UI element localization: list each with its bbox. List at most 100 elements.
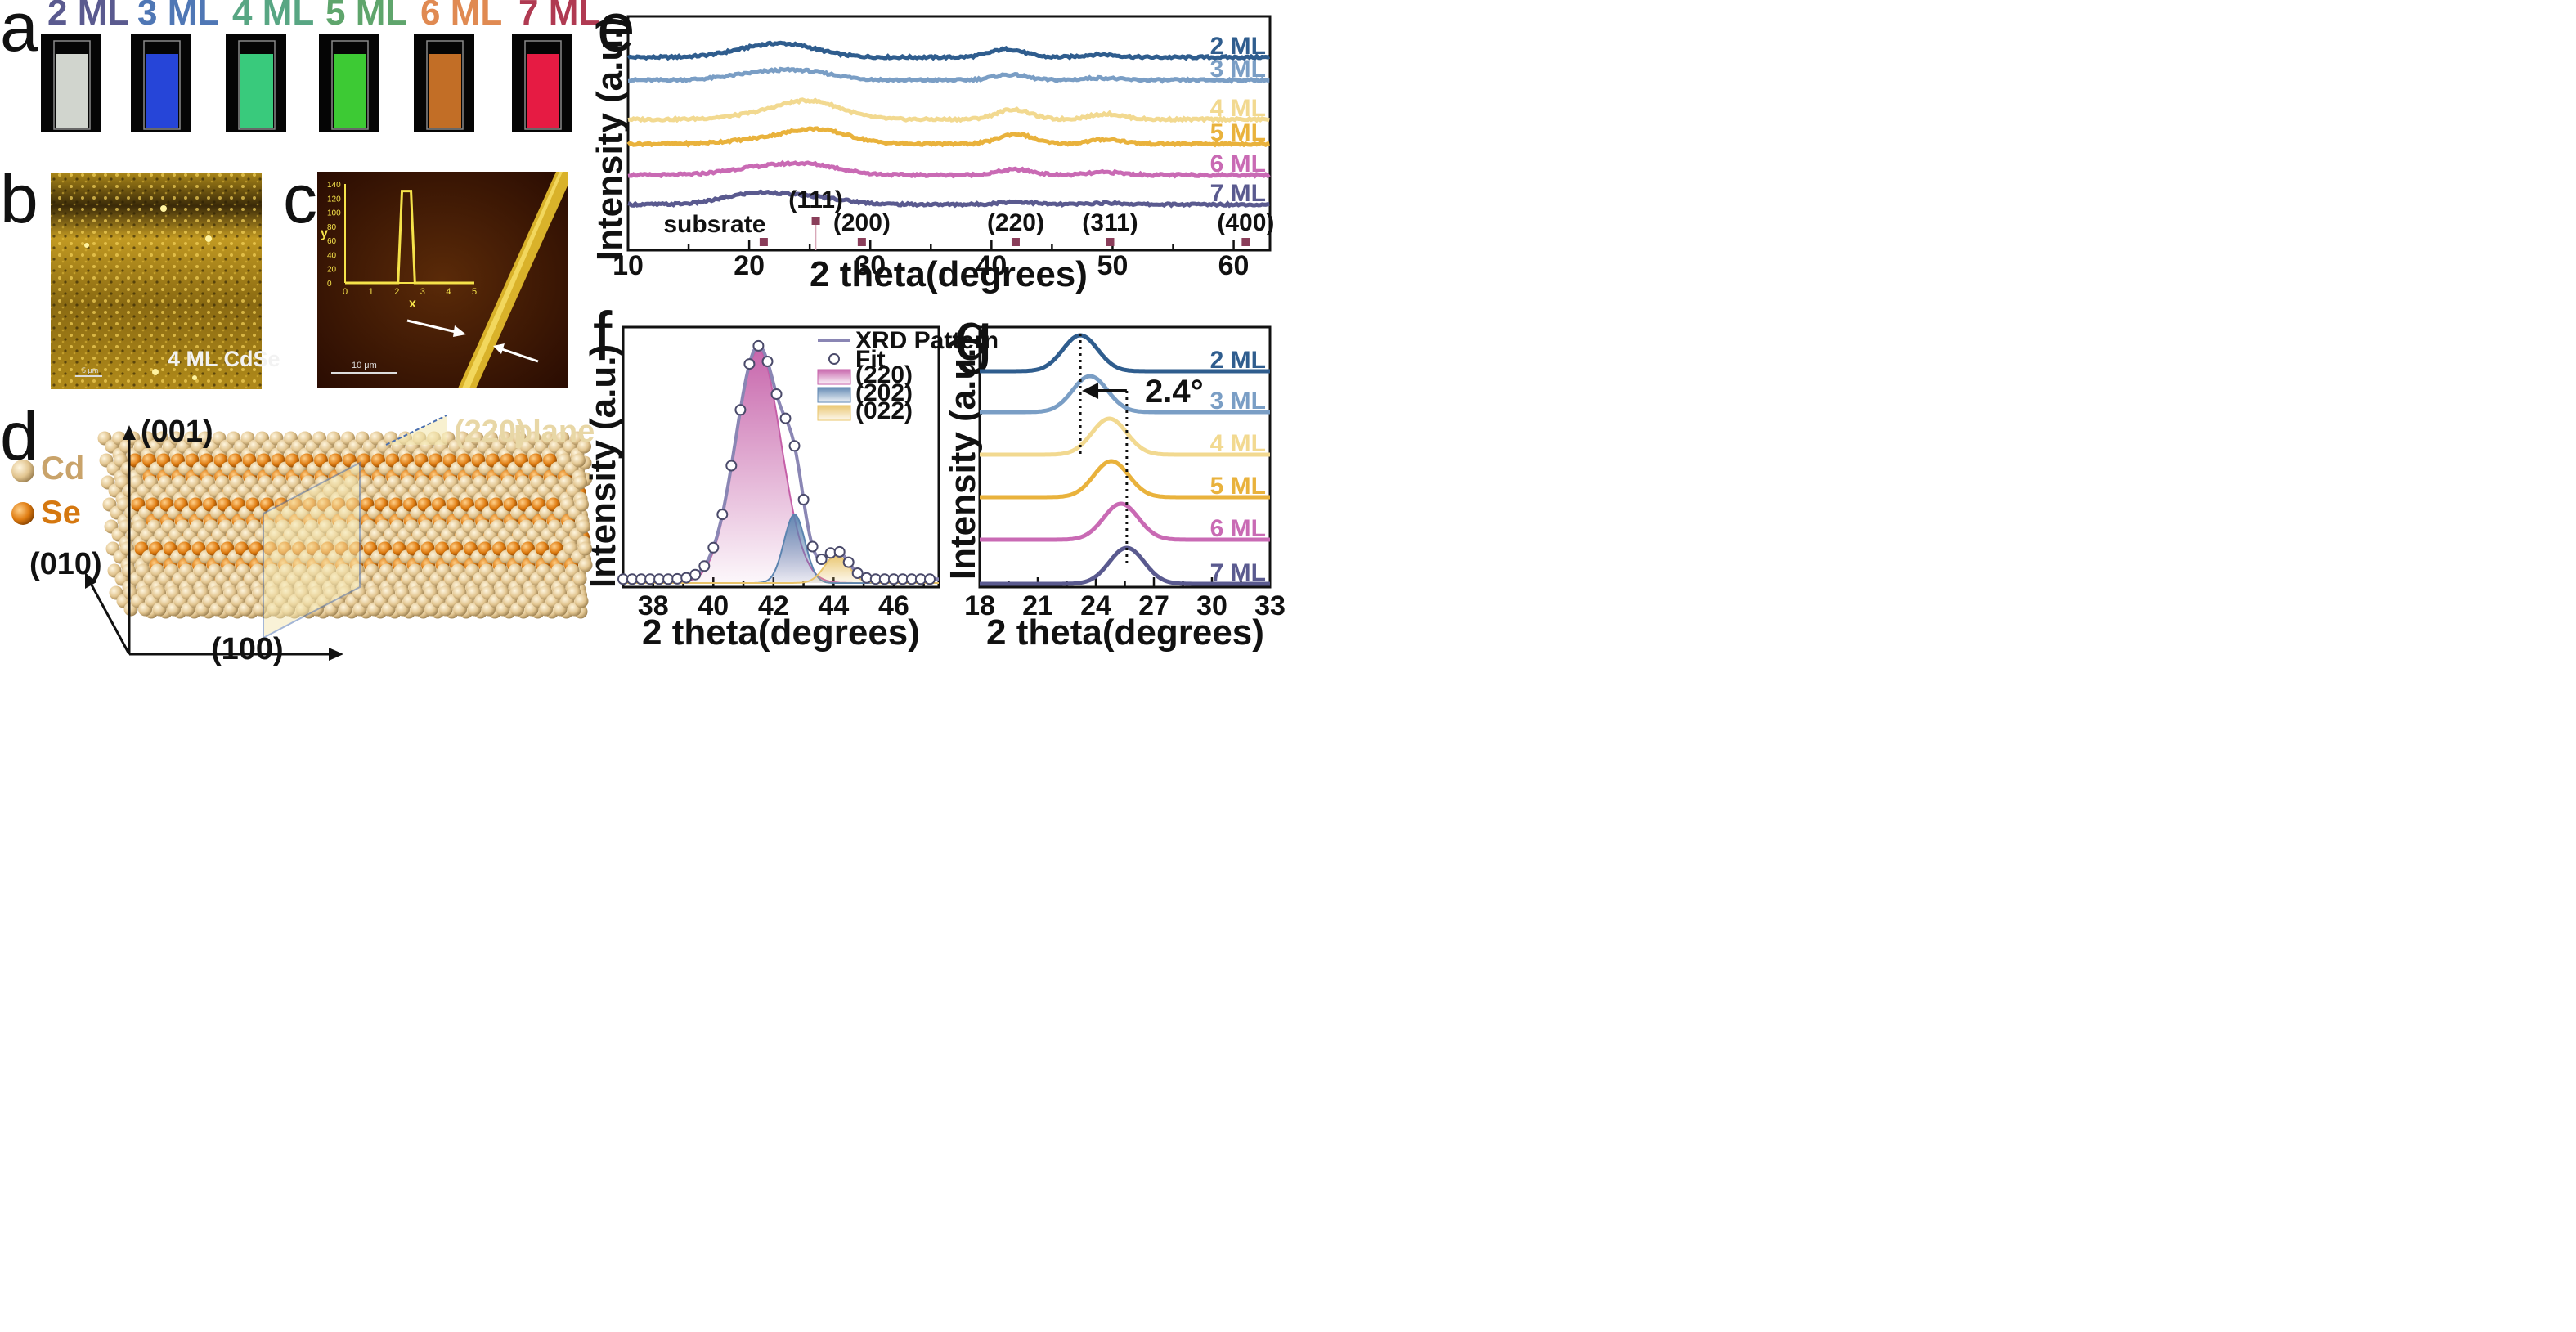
series-line <box>627 66 1270 84</box>
legend-fit-swatch <box>828 353 840 365</box>
cuvette-glass <box>53 40 91 130</box>
series-label: 2 ML <box>1210 33 1266 60</box>
series-line <box>980 459 1270 500</box>
cd-atom <box>578 558 593 572</box>
inset-x-tick-label: 0 <box>343 287 348 297</box>
cuvette-glass <box>331 40 369 130</box>
panel-label-c: c <box>283 160 317 237</box>
reference-peak-label: subsrate <box>663 211 765 238</box>
x-tick-label: 30 <box>1196 590 1227 621</box>
fit-point <box>716 509 729 521</box>
fit-point <box>734 404 747 416</box>
reference-peak-marker <box>857 238 866 246</box>
series-label: 7 ML <box>1210 180 1266 207</box>
fit-point <box>806 540 819 553</box>
fit-point <box>689 568 702 581</box>
series-label: 3 ML <box>1210 388 1266 415</box>
legend-component-swatch <box>817 405 851 421</box>
component-area <box>623 349 939 583</box>
plot-frame <box>626 15 1272 252</box>
fit-point <box>842 556 855 568</box>
cd-atom <box>572 453 586 468</box>
fit-point <box>851 567 864 579</box>
inset-x-tick-label: 4 <box>446 287 451 297</box>
reference-peak-label: (220) <box>987 209 1044 236</box>
axis-010-label: (010) <box>29 547 102 581</box>
legend-label: Fit <box>855 346 886 373</box>
series-line <box>980 416 1270 457</box>
fit-point <box>707 541 720 554</box>
cd-atom <box>578 541 592 556</box>
cd-atom <box>574 594 589 608</box>
cd-atom <box>573 475 587 490</box>
series-label: 7 ML <box>1210 559 1266 586</box>
reference-peak-label: (111) <box>788 186 843 213</box>
fit-point <box>743 358 756 370</box>
reference-peak-marker <box>759 238 768 246</box>
x-tick-label: 20 <box>734 250 765 281</box>
cuvette-emission <box>240 54 273 128</box>
inset-y-tick-label: 40 <box>327 251 337 260</box>
legend-label: (220) <box>855 361 913 388</box>
plane-label-word: plane <box>514 415 595 449</box>
y-axis-label: Intensity (a.u.) <box>943 336 983 580</box>
reference-peak-marker <box>1106 238 1115 246</box>
inset-y-tick-label: 140 <box>327 181 341 190</box>
x-axis-label: 2 theta(degrees) <box>810 254 1088 294</box>
x-axis-label: 2 theta(degrees) <box>642 612 920 653</box>
legend-component-swatch <box>817 387 851 403</box>
legend-cd-label: Cd <box>41 451 84 487</box>
reference-peak-label: (200) <box>833 209 891 236</box>
inset-y-tick-label: 80 <box>327 223 337 232</box>
x-tick-label: 46 <box>878 590 909 621</box>
x-tick-label: 40 <box>976 250 1007 281</box>
series-line <box>626 40 1271 61</box>
fit-point <box>761 356 774 367</box>
plot-frame <box>622 325 940 589</box>
cuvette-glass <box>143 40 181 130</box>
fit-point <box>725 460 738 472</box>
cuvette-label: 3 ML <box>137 0 219 33</box>
series-label: 2 ML <box>1210 347 1266 374</box>
inset-y-tick-label: 0 <box>327 280 332 289</box>
x-tick-label: 40 <box>698 590 729 621</box>
inset-y-tick-label: 60 <box>327 237 337 246</box>
series-line <box>627 97 1270 123</box>
plane-label-miller: (220) <box>454 415 527 449</box>
fit-point <box>770 388 783 400</box>
inset-y-tick-label: 20 <box>327 266 337 275</box>
series-label: 5 ML <box>1210 473 1266 500</box>
series-line <box>980 374 1270 415</box>
series-label: 4 ML <box>1210 430 1266 457</box>
inset-y-label: y <box>321 226 328 240</box>
legend-se-label: Se <box>41 495 81 531</box>
inset-y-tick-label: 100 <box>327 209 341 218</box>
fit-point <box>788 440 801 452</box>
fit-point <box>797 494 810 505</box>
cuvette-emission <box>146 54 178 128</box>
axis-100-label: (100) <box>211 632 284 666</box>
inset-height-profile <box>345 190 474 285</box>
x-tick-label: 60 <box>1218 250 1250 281</box>
series-line <box>626 126 1270 148</box>
scale-text-c: 10 μm <box>352 361 377 370</box>
fit-point <box>924 573 936 585</box>
series-line <box>627 189 1270 209</box>
x-tick-label: 10 <box>613 250 644 281</box>
series-label: 5 ML <box>1210 119 1266 146</box>
series-label: 3 ML <box>1210 56 1266 83</box>
panel-d-crystal-lattice: Cd Se (220)plane (001) (010) (100) <box>11 415 595 666</box>
shift-annotation: 2.4° <box>1145 374 1204 410</box>
cuvette-emission <box>334 54 366 128</box>
cuvette-emission <box>429 54 461 128</box>
cuvette-emission <box>56 54 88 128</box>
cuvette-emission <box>527 54 559 128</box>
legend-component-swatch <box>817 369 851 385</box>
cuvette-label: 2 ML <box>47 0 129 33</box>
shift-arrow-head <box>1082 383 1099 399</box>
x-tick-label: 27 <box>1138 590 1169 621</box>
x-tick-label: 24 <box>1080 590 1111 621</box>
inset-x-tick-label: 1 <box>369 287 374 297</box>
cuvette-glass <box>238 40 276 130</box>
reference-peak-label: (400) <box>1217 209 1274 236</box>
